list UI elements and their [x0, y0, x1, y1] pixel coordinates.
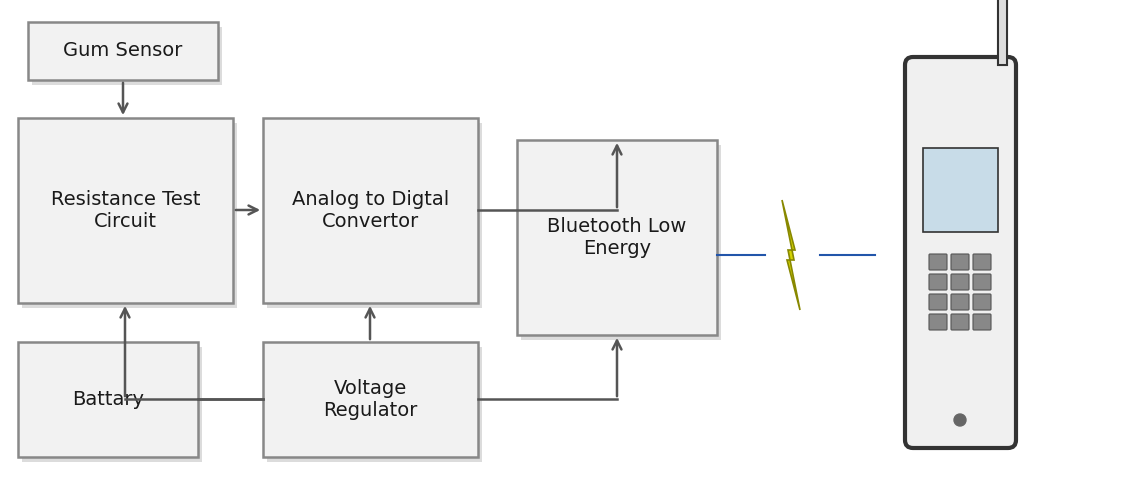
FancyBboxPatch shape: [905, 57, 1016, 448]
FancyBboxPatch shape: [951, 294, 969, 310]
Text: Voltage
Regulator: Voltage Regulator: [324, 379, 417, 420]
Polygon shape: [782, 200, 800, 310]
FancyBboxPatch shape: [951, 254, 969, 270]
FancyBboxPatch shape: [973, 254, 992, 270]
Circle shape: [954, 414, 966, 426]
FancyBboxPatch shape: [517, 140, 717, 335]
Text: Battary: Battary: [72, 390, 144, 409]
FancyBboxPatch shape: [951, 274, 969, 290]
FancyBboxPatch shape: [267, 123, 482, 308]
FancyBboxPatch shape: [973, 314, 992, 330]
FancyBboxPatch shape: [32, 27, 222, 85]
Text: Bluetooth Low
Energy: Bluetooth Low Energy: [547, 217, 687, 258]
FancyBboxPatch shape: [973, 274, 992, 290]
FancyBboxPatch shape: [23, 347, 202, 462]
FancyBboxPatch shape: [929, 254, 948, 270]
FancyBboxPatch shape: [263, 342, 478, 457]
FancyBboxPatch shape: [263, 118, 478, 303]
FancyBboxPatch shape: [951, 314, 969, 330]
FancyBboxPatch shape: [18, 342, 199, 457]
FancyBboxPatch shape: [18, 118, 233, 303]
FancyBboxPatch shape: [23, 123, 237, 308]
FancyBboxPatch shape: [929, 294, 948, 310]
Text: Analog to Digtal
Convertor: Analog to Digtal Convertor: [292, 190, 449, 231]
Text: Resistance Test
Circuit: Resistance Test Circuit: [51, 190, 201, 231]
FancyBboxPatch shape: [929, 314, 948, 330]
FancyBboxPatch shape: [929, 274, 948, 290]
FancyBboxPatch shape: [521, 145, 721, 340]
Text: Gum Sensor: Gum Sensor: [63, 41, 183, 60]
FancyBboxPatch shape: [973, 294, 992, 310]
FancyBboxPatch shape: [267, 347, 482, 462]
FancyBboxPatch shape: [923, 148, 998, 232]
FancyBboxPatch shape: [28, 22, 218, 80]
